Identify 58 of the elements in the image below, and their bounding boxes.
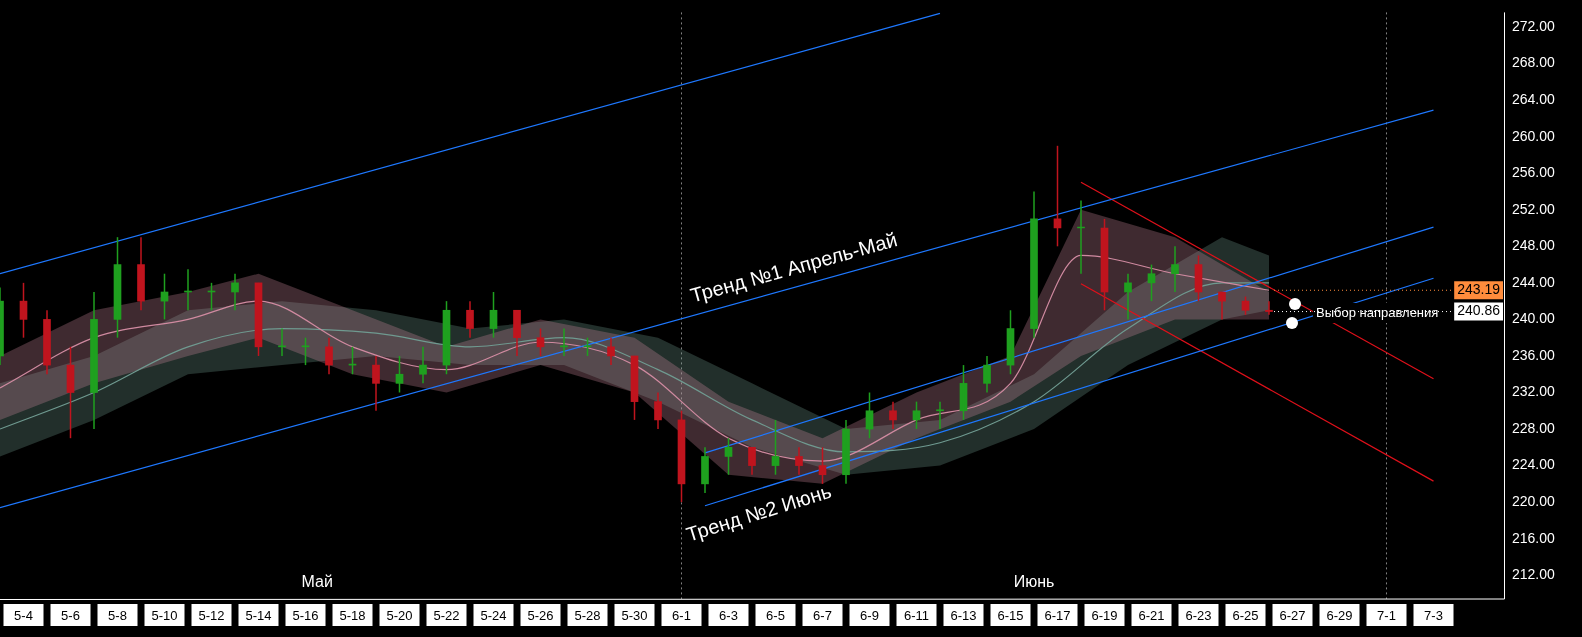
x-tick-label: 5-22 — [433, 608, 460, 624]
y-tick-label: 240.00 — [1512, 310, 1556, 327]
candlestick — [301, 336, 310, 366]
x-tick-label: 5-24 — [480, 608, 507, 624]
x-tick-label: 6-25 — [1232, 608, 1259, 624]
annotation: Тренд №2 Июнь — [683, 479, 834, 546]
candlestick — [278, 327, 286, 357]
y-tick-label: 212.00 — [1512, 566, 1556, 583]
annotation: 240.86 — [1457, 302, 1501, 319]
x-tick-label: 6-13 — [950, 608, 977, 624]
x-tick-label: 6-3 — [719, 608, 738, 624]
x-tick-label: 5-4 — [14, 608, 33, 624]
x-tick-label: 6-27 — [1279, 608, 1306, 624]
candlestick — [560, 327, 568, 357]
x-tick-label: 5-28 — [574, 608, 601, 624]
x-tick-label: 6-15 — [997, 608, 1024, 624]
y-tick-label: 264.00 — [1512, 90, 1556, 107]
x-tick-label: 6-21 — [1138, 608, 1165, 624]
annotation: Май — [301, 573, 333, 591]
x-tick-label: 5-26 — [527, 608, 554, 624]
y-tick-label: 248.00 — [1512, 237, 1556, 254]
x-tick-label: 5-14 — [245, 608, 272, 624]
x-tick-label: 6-1 — [672, 608, 691, 624]
x-tick-label: 6-29 — [1326, 608, 1353, 624]
x-tick-label: 5-6 — [61, 608, 80, 624]
x-tick-label: 6-11 — [903, 608, 930, 624]
x-tick-label: 5-10 — [151, 608, 178, 624]
x-tick-label: 7-1 — [1377, 608, 1396, 624]
annotation: Июнь — [1013, 573, 1055, 591]
x-tick-label: 5-8 — [108, 608, 127, 624]
y-tick-label: 236.00 — [1512, 346, 1556, 363]
x-tick-label: 6-23 — [1185, 608, 1212, 624]
x-tick-label: 5-30 — [621, 608, 648, 624]
x-tick-label: 6-7 — [813, 608, 832, 624]
x-tick-label: 5-12 — [198, 608, 225, 624]
y-tick-label: 272.00 — [1512, 17, 1556, 34]
y-tick-label: 268.00 — [1512, 54, 1556, 71]
x-tick-label: 6-5 — [766, 608, 785, 624]
x-tick-label: 6-9 — [860, 608, 879, 624]
y-tick-label: 252.00 — [1512, 200, 1556, 217]
y-tick-label: 260.00 — [1512, 127, 1556, 144]
annotation: Выбор направления — [1316, 304, 1439, 320]
y-tick-label: 256.00 — [1512, 164, 1556, 181]
x-tick-label: 6-19 — [1091, 608, 1118, 624]
x-tick-label: 5-20 — [386, 608, 413, 624]
x-tick-label: 6-17 — [1044, 608, 1071, 624]
candlestick — [583, 336, 592, 357]
x-tick-label: 5-16 — [292, 608, 319, 624]
y-tick-label: 224.00 — [1512, 456, 1556, 473]
y-tick-label: 232.00 — [1512, 383, 1556, 400]
y-tick-label: 228.00 — [1512, 419, 1556, 436]
y-tick-label: 216.00 — [1512, 529, 1556, 546]
y-tick-label: 244.00 — [1512, 273, 1556, 290]
candlestick — [936, 400, 944, 430]
x-tick-label: 5-18 — [339, 608, 366, 624]
y-tick-label: 220.00 — [1512, 493, 1556, 510]
x-tick-label: 7-3 — [1424, 608, 1443, 624]
annotation: 243.19 — [1457, 281, 1501, 298]
